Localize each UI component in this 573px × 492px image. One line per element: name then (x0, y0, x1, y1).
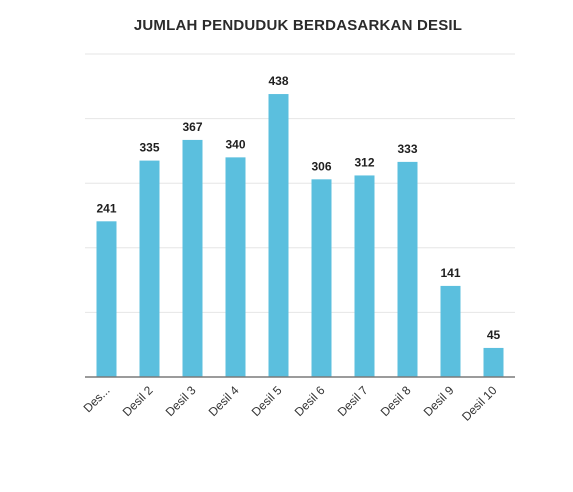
value-label: 241 (96, 201, 116, 215)
value-label: 335 (139, 141, 159, 155)
value-label: 367 (182, 120, 202, 134)
bar-2 (139, 160, 160, 377)
x-tick-label: Desil 6 (292, 383, 328, 419)
value-label: 312 (354, 155, 374, 169)
bar-4 (225, 157, 246, 377)
x-tick-label: Des... (81, 383, 113, 415)
x-tick-label: Desil 3 (163, 383, 199, 419)
x-tick-label: Desil 8 (378, 383, 414, 419)
value-label: 306 (311, 159, 331, 173)
bar-3 (182, 139, 203, 377)
x-tick-labels: Des... Desil 2 Desil 3 Desil 4 Desil 5 Desil … (81, 383, 500, 424)
bars (96, 94, 504, 377)
bar-5 (268, 94, 289, 377)
bar-9 (440, 285, 461, 377)
value-labels: 241 335 367 340 438 306 312 333 141 45 (96, 74, 500, 342)
x-tick-label: Desil 4 (206, 383, 242, 419)
bar-1 (96, 221, 117, 377)
value-label: 141 (440, 266, 460, 280)
value-label: 45 (487, 328, 501, 342)
chart-title: JUMLAH PENDUDUK BERDASARKAN DESIL (134, 17, 462, 34)
x-tick-label: Desil 5 (249, 383, 285, 419)
x-tick-label: Desil 7 (335, 383, 371, 419)
value-label: 333 (397, 142, 417, 156)
bar-8 (397, 161, 418, 377)
bar-6 (311, 179, 332, 377)
value-label: 340 (225, 137, 245, 151)
bar-10 (483, 347, 504, 377)
bar-7 (354, 175, 375, 377)
value-label: 438 (268, 74, 288, 88)
x-tick-label: Desil 2 (120, 383, 156, 419)
x-tick-label: Desil 9 (421, 383, 457, 419)
x-tick-label: Desil 10 (459, 383, 500, 424)
